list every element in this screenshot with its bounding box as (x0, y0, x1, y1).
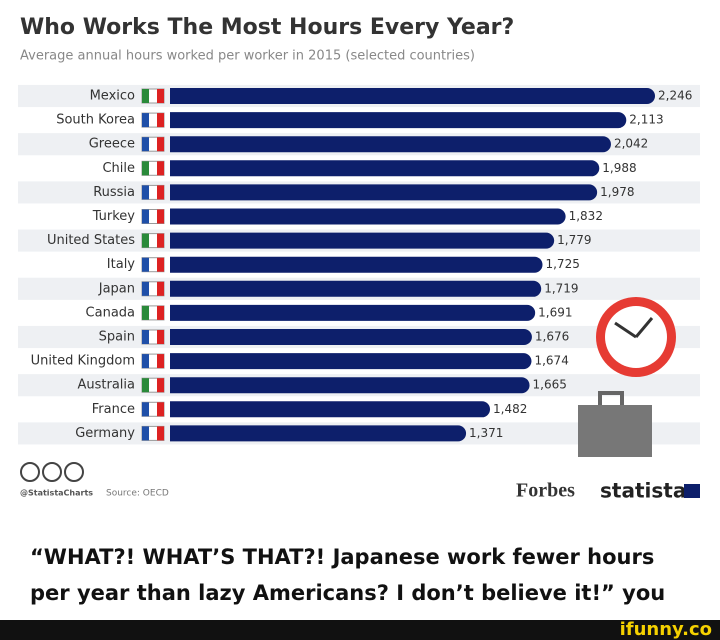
bar (170, 280, 542, 297)
value-label: 1,719 (544, 281, 578, 295)
brand-statista: statista (600, 479, 686, 503)
brand-forbes: Forbes (516, 480, 575, 502)
flag-icon (142, 257, 149, 272)
category-label: Chile (102, 161, 135, 176)
caption-line: per year than lazy Americans? I don’t be… (30, 581, 665, 605)
flag-icon (142, 378, 149, 393)
bar (170, 208, 566, 225)
flag-icon (142, 209, 149, 224)
flag-icon (157, 137, 164, 152)
flag-icon (142, 233, 149, 248)
value-label: 2,042 (614, 137, 648, 151)
category-label: Mexico (90, 89, 135, 104)
flag-icon (157, 426, 164, 441)
category-label: Turkey (92, 209, 136, 224)
value-label: 1,674 (534, 354, 568, 368)
flag-icon (142, 137, 149, 152)
bar (170, 160, 600, 177)
value-label: 1,665 (533, 378, 567, 392)
flag-icon (142, 89, 149, 103)
flag-icon (142, 426, 149, 441)
value-label: 1,978 (600, 185, 634, 199)
bar (170, 256, 543, 273)
value-label: 1,832 (569, 209, 603, 223)
bar (170, 88, 655, 104)
flag-icon (157, 185, 164, 200)
value-label: 1,691 (538, 305, 572, 319)
chart-title: Who Works The Most Hours Every Year? (20, 15, 514, 40)
bar (170, 377, 530, 394)
category-label: Germany (75, 426, 135, 441)
category-label: Australia (77, 378, 135, 393)
value-label: 2,246 (658, 89, 692, 103)
category-label: Japan (98, 281, 135, 296)
category-label: United States (47, 233, 135, 248)
category-label: Spain (99, 330, 135, 345)
bar (170, 425, 467, 442)
flag-icon (157, 113, 164, 128)
clock-icon (596, 297, 676, 377)
bar-rows: Mexico 2,246 South Korea 2,113 Greece 2,042 Ch… (18, 84, 700, 445)
flag-icon (157, 354, 164, 369)
category-label: South Korea (56, 113, 135, 128)
flag-icon (157, 281, 164, 296)
bar (170, 112, 627, 129)
value-label: 1,676 (535, 330, 569, 344)
briefcase-icon (578, 391, 652, 457)
bar (170, 401, 491, 418)
bar (170, 136, 611, 153)
flag-icon (157, 305, 164, 320)
flag-icon (142, 161, 149, 176)
flag-icon (157, 89, 164, 103)
value-label: 2,113 (629, 113, 663, 127)
caption-line: “WHAT?! WHAT’S THAT?! Japanese work fewe… (30, 545, 654, 569)
watermark: ifunny.co (620, 619, 712, 640)
flag-icon (142, 305, 149, 320)
flag-icon (157, 257, 164, 272)
category-label: Russia (93, 185, 135, 200)
flag-icon (142, 354, 149, 369)
value-label: 1,725 (545, 257, 579, 271)
value-label: 1,482 (493, 402, 527, 416)
flag-icon (142, 113, 149, 128)
statista-logo (684, 484, 700, 498)
value-label: 1,371 (469, 426, 503, 440)
footer-bar (0, 620, 720, 640)
flag-icon (157, 330, 164, 344)
flag-icon (157, 233, 164, 248)
bar (170, 232, 555, 249)
flag-icon (142, 281, 149, 296)
flag-icon (142, 402, 149, 417)
flag-icon (142, 330, 149, 344)
flag-icon (157, 402, 164, 417)
bar (170, 304, 536, 321)
category-label: Greece (89, 137, 135, 152)
flag-icon (157, 209, 164, 224)
category-label: Italy (107, 257, 136, 272)
license-icons (20, 462, 84, 482)
credit: @StatistaCharts (20, 489, 93, 498)
value-label: 1,988 (602, 161, 636, 175)
flag-icon (142, 185, 149, 200)
bar (170, 329, 532, 345)
category-label: United Kingdom (31, 354, 135, 369)
value-label: 1,779 (557, 233, 591, 247)
chart-subtitle: Average annual hours worked per worker i… (20, 49, 475, 64)
bar (170, 184, 598, 201)
source: Source: OECD (106, 489, 169, 499)
bar (170, 353, 532, 370)
flag-icon (157, 378, 164, 393)
category-label: France (92, 402, 135, 417)
category-label: Canada (86, 305, 135, 320)
flag-icon (157, 161, 164, 176)
